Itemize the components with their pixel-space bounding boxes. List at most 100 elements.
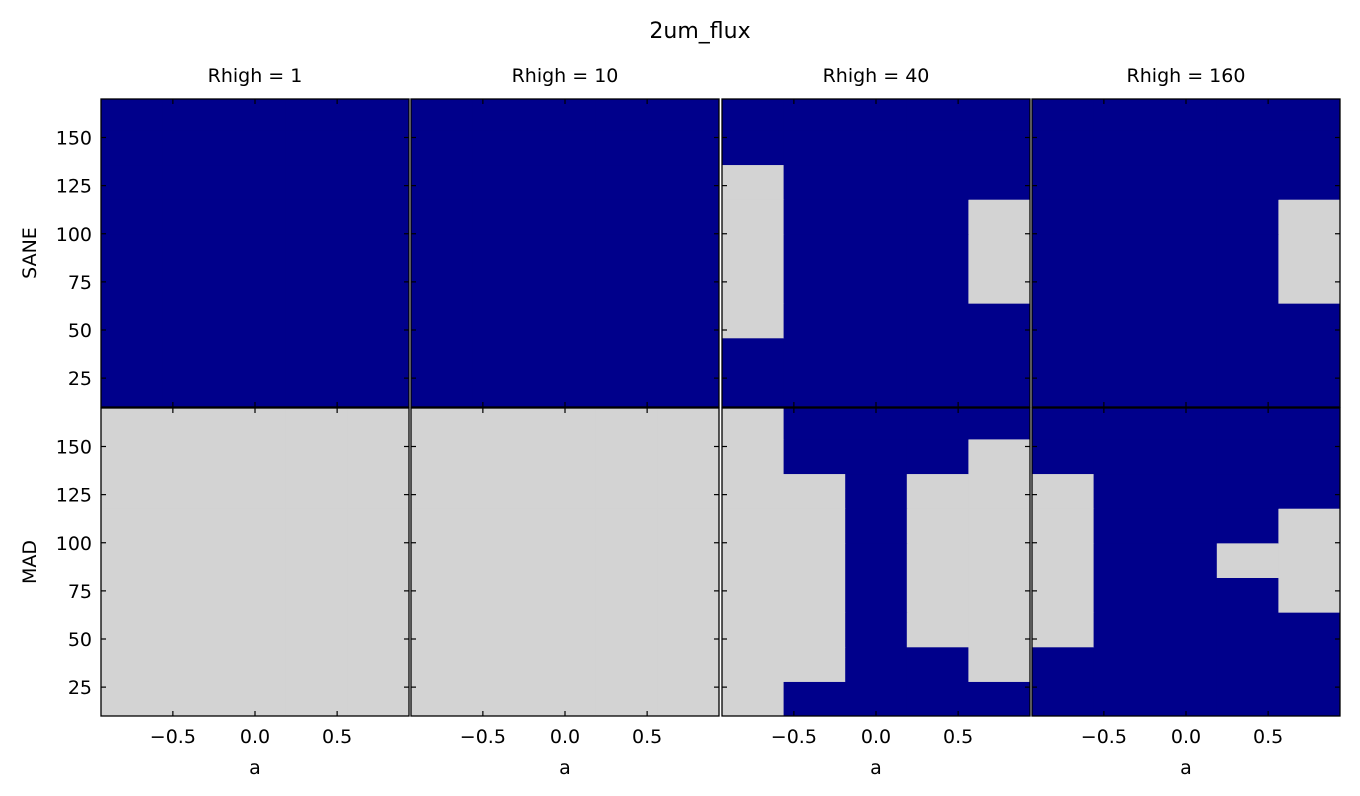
panel-frame: [721, 98, 1031, 408]
heatmap-cell: [411, 233, 474, 269]
heatmap-cell: [783, 268, 846, 304]
heatmap-cell: [101, 99, 164, 131]
heatmap-cell: [968, 164, 1030, 200]
heatmap-cell: [657, 337, 719, 373]
panel: [100, 98, 410, 408]
heatmap-cell: [783, 681, 846, 716]
cell-group: [101, 408, 409, 716]
heatmap-cell: [1093, 164, 1156, 200]
heatmap-cell: [1278, 438, 1340, 475]
heatmap-cell: [722, 612, 785, 648]
heatmap-cell: [285, 164, 348, 200]
heatmap-cell: [101, 164, 164, 200]
heatmap-cell: [1155, 337, 1218, 373]
heatmap-cell: [1216, 268, 1279, 304]
heatmap-cell: [722, 577, 785, 613]
heatmap-cell: [595, 164, 658, 200]
heatmap-cell: [1216, 99, 1279, 131]
heatmap-cell: [224, 438, 287, 475]
heatmap-cell: [783, 408, 846, 440]
heatmap-cell: [845, 199, 908, 235]
panel: [100, 407, 410, 717]
heatmap-cell: [595, 542, 658, 578]
heatmap-cell: [285, 612, 348, 648]
heatmap-cell: [1155, 408, 1218, 440]
heatmap-cell: [1216, 372, 1279, 407]
heatmap-cell: [101, 681, 164, 716]
heatmap-cell: [906, 473, 969, 509]
heatmap-cell: [595, 99, 658, 131]
heatmap-cell: [285, 646, 348, 682]
heatmap-cell: [347, 438, 409, 475]
heatmap-cell: [845, 99, 908, 131]
heatmap-cell: [224, 199, 287, 235]
heatmap-cell: [1093, 542, 1156, 578]
heatmap-cell: [534, 303, 597, 339]
heatmap-cell: [472, 612, 535, 648]
heatmap-cell: [224, 542, 287, 578]
heatmap-cell: [1278, 129, 1340, 166]
heatmap-cell: [1155, 646, 1218, 682]
heatmap-cell: [1216, 508, 1279, 544]
heatmap-cell: [1032, 408, 1095, 440]
heatmap-cell: [783, 99, 846, 131]
heatmap-cell: [1216, 164, 1279, 200]
heatmap-cell: [1278, 337, 1340, 373]
y-tick-label: 150: [56, 128, 92, 150]
heatmap-cell: [595, 303, 658, 339]
heatmap-cell: [411, 438, 474, 475]
heatmap-cell: [1093, 199, 1156, 235]
heatmap-cell: [657, 612, 719, 648]
heatmap-cell: [347, 681, 409, 716]
heatmap-cell: [845, 473, 908, 509]
heatmap-cell: [722, 542, 785, 578]
heatmap-cell: [1155, 473, 1218, 509]
heatmap-cell: [1278, 268, 1340, 304]
heatmap-cell: [285, 408, 348, 440]
heatmap-cell: [783, 164, 846, 200]
heatmap-cell: [224, 408, 287, 440]
heatmap-cell: [472, 129, 535, 166]
heatmap-cell: [657, 473, 719, 509]
heatmap-cell: [845, 129, 908, 166]
heatmap-cell: [224, 303, 287, 339]
heatmap-cell: [224, 372, 287, 407]
heatmap-cell: [1093, 508, 1156, 544]
heatmap-cell: [534, 233, 597, 269]
cell-group: [411, 99, 719, 407]
column-title: Rhigh = 1: [208, 65, 303, 87]
heatmap-cell: [845, 542, 908, 578]
heatmap-cell: [1032, 372, 1095, 407]
x-tick-label: 0.5: [943, 726, 973, 748]
heatmap-cell: [162, 508, 225, 544]
heatmap-cell: [595, 681, 658, 716]
heatmap-cell: [347, 129, 409, 166]
heatmap-cell: [534, 199, 597, 235]
heatmap-cell: [595, 408, 658, 440]
heatmap-cell: [534, 612, 597, 648]
heatmap-cell: [472, 508, 535, 544]
heatmap-cell: [722, 681, 785, 716]
heatmap-cell: [534, 577, 597, 613]
x-axis-label: a: [249, 757, 261, 779]
heatmap-cell: [845, 233, 908, 269]
heatmap-cell: [1032, 233, 1095, 269]
heatmap-cell: [845, 337, 908, 373]
y-tick-label: 100: [56, 533, 92, 555]
heatmap-cell: [1216, 542, 1279, 578]
heatmap-cell: [1155, 164, 1218, 200]
heatmap-cell: [783, 372, 846, 407]
heatmap-cell: [411, 268, 474, 304]
heatmap-cell: [534, 268, 597, 304]
heatmap-cell: [162, 268, 225, 304]
heatmap-cell: [595, 337, 658, 373]
heatmap-cell: [783, 129, 846, 166]
panel-grid: Rhigh = 1 Rhigh = 10 Rhigh = 40 Rhigh = 160…: [19, 65, 1341, 779]
column-title: Rhigh = 10: [512, 65, 619, 87]
heatmap-cell: [472, 681, 535, 716]
heatmap-cell: [1278, 542, 1340, 578]
heatmap-cell: [906, 542, 969, 578]
heatmap-cell: [1032, 473, 1095, 509]
heatmap-cell: [1278, 577, 1340, 613]
row-label: SANE: [19, 227, 41, 279]
